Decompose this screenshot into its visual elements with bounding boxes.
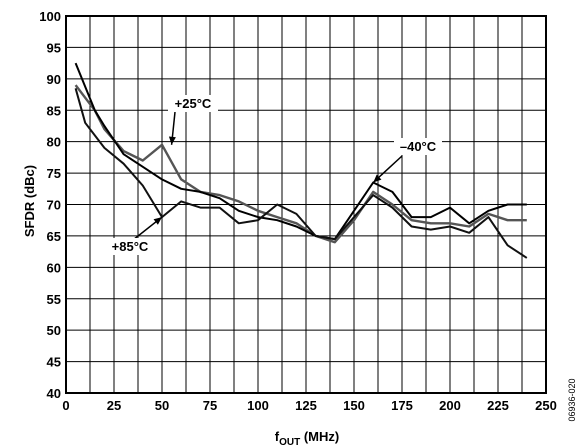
x-axis-label-main: f <box>275 429 280 444</box>
annotation-label-bg <box>394 138 442 155</box>
x-tick-label: 25 <box>107 398 121 413</box>
annotation-arrowhead <box>373 174 382 183</box>
y-tick-label: 60 <box>47 260 61 275</box>
y-tick-label: 70 <box>47 198 61 213</box>
series-line-3 <box>74 88 528 259</box>
annotation-label-bg <box>105 238 155 255</box>
x-axis-label-sub: OUT <box>279 437 300 448</box>
x-axis-label-unit: (MHz) <box>300 429 339 444</box>
y-axis-label: SFDR (dBc) <box>22 165 37 237</box>
y-tick-label: 65 <box>47 229 61 244</box>
x-tick-label: 100 <box>247 398 269 413</box>
annotation-label: +85°C <box>112 239 149 254</box>
x-tick-label: 150 <box>343 398 365 413</box>
y-tick-label: 45 <box>47 355 61 370</box>
x-tick-label: 175 <box>391 398 413 413</box>
series-line-2 <box>74 62 527 241</box>
x-tick-label: 250 <box>535 398 557 413</box>
annotation-arrowhead <box>168 136 176 145</box>
series-group <box>74 62 528 259</box>
y-tick-label: 55 <box>47 292 61 307</box>
x-tick-label: 225 <box>487 398 509 413</box>
y-tick-label: 90 <box>47 72 61 87</box>
y-tick-label: 40 <box>47 386 61 401</box>
annotation-label: +25°C <box>175 96 212 111</box>
y-tick-label: 50 <box>47 323 61 338</box>
plot-frame <box>65 15 547 394</box>
figure-id: 06936-020 <box>567 378 577 421</box>
y-tick-label: 100 <box>39 9 61 24</box>
x-tick-label: 125 <box>295 398 317 413</box>
x-tick-label: 200 <box>439 398 461 413</box>
grid <box>66 16 546 393</box>
y-tick-label: 85 <box>47 103 61 118</box>
annotations: +25°C –40°C +85°C <box>105 95 442 255</box>
annotation-arrowhead <box>153 217 162 225</box>
tick-labels: 40 45 50 55 60 65 70 75 80 85 90 95 100 0 25 50 75 100 125… <box>39 9 557 413</box>
x-tick-label: 0 <box>62 398 69 413</box>
y-tick-label: 95 <box>47 40 61 55</box>
series-line-1 <box>74 84 527 244</box>
annotation-label: –40°C <box>400 139 437 154</box>
x-tick-label: 75 <box>203 398 217 413</box>
y-tick-label: 75 <box>47 166 61 181</box>
x-axis-label: fOUT (MHz) <box>275 429 339 448</box>
annotation-label-bg <box>168 95 218 112</box>
x-tick-label: 50 <box>155 398 169 413</box>
y-tick-label: 80 <box>47 135 61 150</box>
